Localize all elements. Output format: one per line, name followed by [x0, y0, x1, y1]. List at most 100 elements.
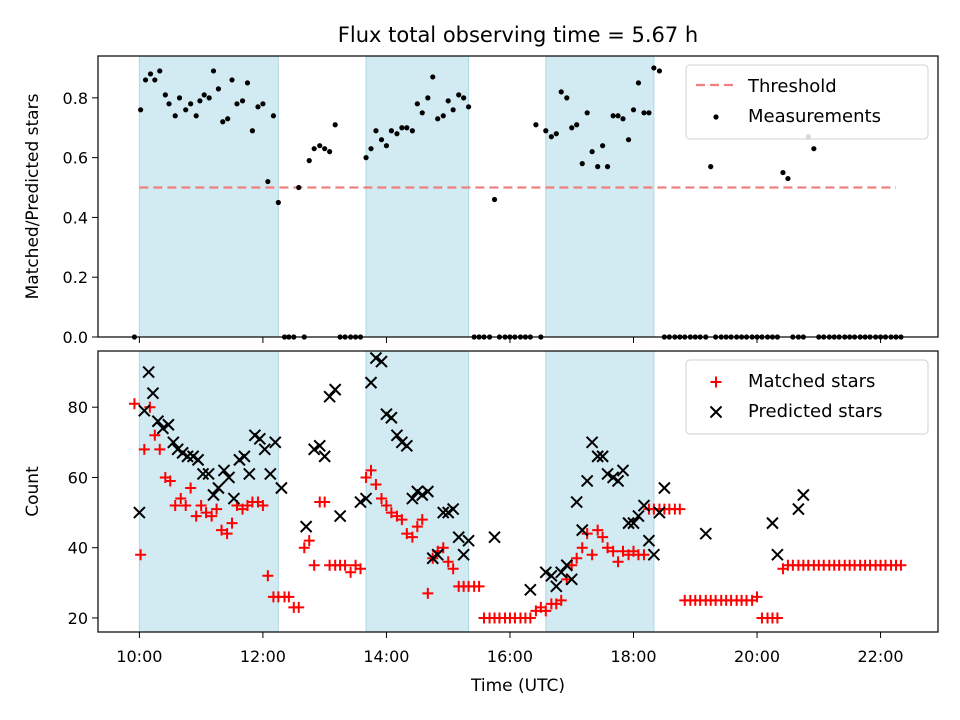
data-point	[275, 481, 288, 495]
data-point	[473, 580, 485, 592]
data-point	[394, 131, 400, 137]
data-point	[220, 119, 226, 125]
data-point	[167, 436, 180, 449]
data-point	[771, 612, 783, 624]
data-point	[406, 531, 418, 543]
data-point	[317, 143, 323, 149]
data-point	[216, 524, 228, 536]
legend-label: Measurements	[748, 106, 881, 127]
data-point	[385, 507, 397, 519]
data-point	[283, 591, 295, 603]
matched-ratio-panel: 0.00.20.40.60.8 Matched/Predicted stars …	[23, 55, 939, 347]
data-point	[630, 107, 637, 113]
legend-box	[685, 359, 929, 435]
data-point	[653, 506, 666, 519]
data-point	[355, 563, 366, 575]
data-point	[360, 471, 372, 483]
data-point	[234, 101, 240, 107]
data-point	[601, 467, 614, 481]
data-point	[437, 506, 450, 519]
y-tick-label: 80	[68, 398, 88, 417]
data-point	[149, 429, 161, 441]
data-point	[488, 530, 501, 544]
data-point	[339, 559, 351, 571]
data-point	[553, 131, 559, 137]
data-point	[612, 556, 624, 568]
data-point	[202, 467, 215, 481]
x-tick-label: 18:00	[610, 647, 656, 666]
y-tick-label: 0.0	[63, 328, 88, 347]
data-point	[607, 545, 619, 557]
data-point	[620, 116, 626, 122]
data-point	[154, 443, 166, 455]
data-point	[597, 531, 609, 543]
data-point	[201, 92, 207, 98]
data-point	[369, 351, 383, 365]
data-point	[658, 481, 671, 495]
data-point	[447, 563, 459, 575]
data-point	[656, 68, 663, 74]
data-point	[610, 113, 616, 119]
data-point	[421, 485, 435, 498]
data-point	[642, 534, 656, 547]
data-point	[548, 134, 554, 140]
data-point	[674, 503, 686, 515]
data-point	[651, 65, 657, 71]
data-point	[152, 77, 158, 83]
data-point	[162, 92, 168, 98]
legend-box	[685, 64, 929, 140]
data-point	[181, 450, 194, 463]
data-point	[611, 474, 625, 488]
data-point	[771, 548, 784, 561]
data-point	[128, 398, 140, 410]
data-point	[600, 143, 606, 149]
data-point	[411, 521, 423, 533]
star-count-panel: 20 40 60 80 Count Matched stars Predicted st…	[23, 350, 939, 633]
data-point	[586, 549, 598, 561]
data-point	[580, 474, 594, 488]
data-point	[222, 471, 236, 484]
data-point	[647, 548, 661, 561]
legend-swatch	[709, 405, 723, 419]
data-point	[169, 500, 181, 512]
data-point	[404, 125, 410, 131]
data-point	[293, 601, 305, 613]
data-point	[570, 495, 583, 509]
data-point	[450, 107, 456, 113]
data-point	[589, 149, 595, 155]
data-point	[406, 492, 419, 505]
data-point	[359, 492, 373, 505]
data-point	[164, 475, 176, 487]
data-point	[555, 566, 568, 579]
data-point	[545, 569, 558, 583]
data-point	[175, 493, 187, 505]
bottom-y-axis-label: Count	[23, 466, 43, 517]
data-point	[215, 86, 222, 92]
data-point	[211, 503, 223, 515]
data-point	[138, 404, 151, 417]
data-point	[299, 520, 313, 533]
shaded-interval	[365, 55, 470, 338]
data-point	[617, 545, 629, 557]
data-point	[257, 500, 269, 512]
data-point	[380, 500, 392, 512]
bottom-legend: Matched stars Predicted stars	[685, 359, 929, 435]
data-point	[322, 146, 328, 152]
y-tick-label: 0.2	[63, 268, 88, 287]
data-point	[327, 149, 333, 155]
x-tick-label: 12:00	[240, 647, 286, 666]
data-point	[212, 481, 225, 495]
data-point	[307, 443, 321, 456]
data-point	[269, 436, 282, 449]
data-point	[217, 464, 231, 477]
top-legend: Threshold Measurements	[685, 64, 929, 140]
data-point	[399, 125, 405, 131]
x-tick-label: 20:00	[734, 647, 780, 666]
data-point	[635, 80, 642, 86]
data-point	[416, 488, 429, 502]
data-point	[197, 98, 203, 104]
data-point	[225, 116, 231, 122]
data-point	[133, 506, 146, 519]
data-point	[435, 116, 441, 122]
data-point	[491, 196, 498, 203]
